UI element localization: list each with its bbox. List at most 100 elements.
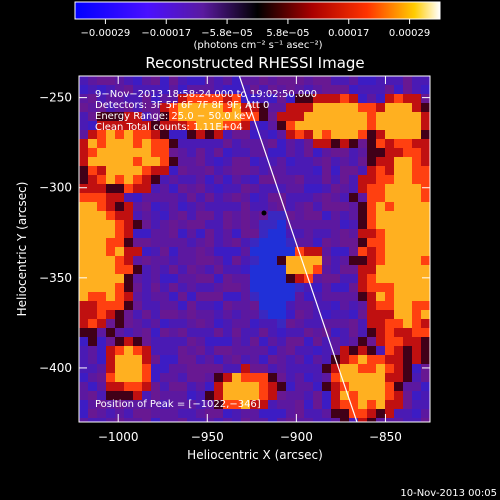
heatmap-cell <box>205 139 214 148</box>
heatmap-cell <box>331 148 340 157</box>
heatmap-cell <box>250 193 259 202</box>
heatmap-cell <box>88 292 97 301</box>
heatmap-cell <box>358 310 367 319</box>
heatmap-cell <box>295 175 304 184</box>
heatmap-cell <box>187 265 196 274</box>
heatmap-cell <box>385 355 394 364</box>
heatmap-cell <box>367 292 376 301</box>
heatmap-cell <box>142 130 151 139</box>
heatmap-cell <box>124 148 133 157</box>
heatmap-cell <box>97 76 106 85</box>
heatmap-cell <box>313 409 322 418</box>
heatmap-cell <box>124 382 133 391</box>
heatmap-cell <box>358 265 367 274</box>
heatmap-cell <box>223 310 232 319</box>
heatmap-cell <box>349 355 358 364</box>
heatmap-cell <box>133 175 142 184</box>
heatmap-cell <box>277 166 286 175</box>
heatmap-cell <box>160 139 169 148</box>
heatmap-cell <box>196 211 205 220</box>
heatmap-cell <box>295 220 304 229</box>
heatmap-cell <box>394 103 403 112</box>
colorbar-ticks: −0.00029 −0.00017 −5.8e−05 5.8e−05 0.00017 0.… <box>81 19 430 39</box>
heatmap-cell <box>223 202 232 211</box>
heatmap-cell <box>250 346 259 355</box>
heatmap-cell <box>421 193 430 202</box>
heatmap-cell <box>133 112 142 121</box>
heatmap-cell <box>421 157 430 166</box>
heatmap-cell <box>187 121 196 130</box>
heatmap-cell <box>286 310 295 319</box>
heatmap-cell <box>223 382 232 391</box>
heatmap-cell <box>376 85 385 94</box>
heatmap-cell <box>286 292 295 301</box>
heatmap-cell <box>178 256 187 265</box>
heatmap-cell <box>133 148 142 157</box>
heatmap-cell <box>322 76 331 85</box>
heatmap-cell <box>367 364 376 373</box>
heatmap-cell <box>340 283 349 292</box>
heatmap-cell <box>403 130 412 139</box>
heatmap-cell <box>178 211 187 220</box>
heatmap-cell <box>196 364 205 373</box>
heatmap-cell <box>115 418 124 422</box>
heatmap-cell <box>214 166 223 175</box>
heatmap-cell <box>124 247 133 256</box>
heatmap-cell <box>232 85 241 94</box>
heatmap-cell <box>412 256 421 265</box>
heatmap-cell <box>196 166 205 175</box>
heatmap-cell <box>205 328 214 337</box>
heatmap-cell <box>106 283 115 292</box>
heatmap-cell <box>250 256 259 265</box>
heatmap-cell <box>331 130 340 139</box>
heatmap-cell <box>394 319 403 328</box>
heatmap-cell <box>151 175 160 184</box>
heatmap-cell <box>115 157 124 166</box>
heatmap-cell <box>178 400 187 409</box>
heatmap-cell <box>241 247 250 256</box>
heatmap-cell <box>313 148 322 157</box>
heatmap-cell <box>115 355 124 364</box>
heatmap-cell <box>313 202 322 211</box>
heatmap-cell <box>241 391 250 400</box>
heatmap-cell <box>259 391 268 400</box>
heatmap-cell <box>169 418 178 422</box>
heatmap-cell <box>142 328 151 337</box>
heatmap-cell <box>178 337 187 346</box>
heatmap-cell <box>304 157 313 166</box>
heatmap-cell <box>205 229 214 238</box>
heatmap-cell <box>232 346 241 355</box>
heatmap-cell <box>169 238 178 247</box>
heatmap-cell <box>223 247 232 256</box>
heatmap-cell <box>151 211 160 220</box>
heatmap-cell <box>187 175 196 184</box>
heatmap-cell <box>160 337 169 346</box>
heatmap-cell <box>124 265 133 274</box>
heatmap-cell <box>196 85 205 94</box>
heatmap-cell <box>268 130 277 139</box>
heatmap-cell <box>79 157 88 166</box>
heatmap-cell <box>277 85 286 94</box>
heatmap-cell <box>367 211 376 220</box>
heatmap-cell <box>250 103 259 112</box>
heatmap-cell <box>313 382 322 391</box>
heatmap-cell <box>142 256 151 265</box>
heatmap-cell <box>169 193 178 202</box>
heatmap-cell <box>286 85 295 94</box>
heatmap-cell <box>124 157 133 166</box>
heatmap-cell <box>151 373 160 382</box>
heatmap-cell <box>196 238 205 247</box>
heatmap-cell <box>277 139 286 148</box>
heatmap-cell <box>196 175 205 184</box>
heatmap-cell <box>295 292 304 301</box>
heatmap-cell <box>403 373 412 382</box>
heatmap-cell <box>322 310 331 319</box>
heatmap-cell <box>142 211 151 220</box>
heatmap-cell <box>241 220 250 229</box>
heatmap-cell <box>133 76 142 85</box>
heatmap-cell <box>124 211 133 220</box>
heatmap-cell <box>214 148 223 157</box>
heatmap-cell <box>214 211 223 220</box>
heatmap-cell <box>142 103 151 112</box>
heatmap-cell <box>394 76 403 85</box>
